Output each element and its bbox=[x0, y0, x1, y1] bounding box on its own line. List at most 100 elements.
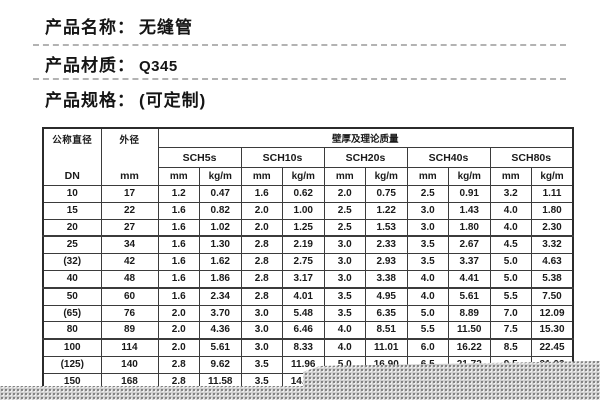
table-row: 20 27 1.6 1.02 2.0 1.25 2.5 1.53 3.0 1.80 4.0 2.30 bbox=[42, 218, 574, 238]
dashed-separator bbox=[33, 78, 566, 80]
table-cell: 2.5 bbox=[323, 218, 366, 238]
table-cell: 34 bbox=[100, 235, 159, 255]
table-cell: 6.46 bbox=[282, 321, 325, 341]
table-cell: 2.0 bbox=[240, 218, 283, 238]
cell-dn: 25 bbox=[42, 235, 102, 255]
table-cell: 5.48 bbox=[282, 304, 325, 323]
table-cell: 1.6 bbox=[157, 201, 200, 220]
table-cell: 89 bbox=[100, 321, 159, 341]
table-cell: 3.0 bbox=[323, 235, 366, 255]
table-cell: 11.50 bbox=[448, 321, 491, 341]
table-cell: 3.5 bbox=[240, 355, 283, 374]
table-cell: 3.5 bbox=[323, 304, 366, 323]
header-outer-diameter: 外径 mm bbox=[100, 127, 159, 186]
cell-dn: 40 bbox=[42, 269, 102, 289]
table-cell: 2.5 bbox=[406, 185, 449, 203]
table-cell: 5.38 bbox=[531, 269, 574, 289]
table-cell: 3.0 bbox=[240, 338, 283, 357]
table-cell: 76 bbox=[100, 304, 159, 323]
table-cell: 22 bbox=[100, 201, 159, 220]
table-row: (32) 42 1.6 1.62 2.8 2.75 3.0 2.93 3.5 3.37 5.0 4.6… bbox=[42, 253, 574, 271]
table-cell: 3.0 bbox=[240, 321, 283, 341]
table-cell: 7.5 bbox=[489, 321, 532, 341]
table-cell: 1.43 bbox=[448, 201, 491, 220]
table-cell: 5.5 bbox=[406, 321, 449, 341]
product-name-value: 无缝管 bbox=[139, 18, 193, 37]
product-material-line: 产品材质： Q345 bbox=[45, 51, 178, 76]
header-outer-diameter-cn: 外径 bbox=[119, 135, 140, 146]
header-outer-diameter-unit: mm bbox=[120, 170, 139, 182]
table-cell: 2.8 bbox=[240, 253, 283, 271]
table-cell: 2.8 bbox=[240, 235, 283, 255]
table-cell: 42 bbox=[100, 253, 159, 271]
table-cell: 4.41 bbox=[448, 269, 491, 289]
table-cell: 4.63 bbox=[531, 253, 574, 271]
table-cell: 5.0 bbox=[489, 253, 532, 271]
table-row: 80 89 2.0 4.36 3.0 6.46 4.0 8.51 5.5 11.50 7.5 15.3… bbox=[42, 321, 574, 341]
table-cell: 3.0 bbox=[406, 201, 449, 220]
header-subcol: mm bbox=[240, 166, 283, 187]
header-nominal-diameter-unit: DN bbox=[64, 170, 80, 182]
table-cell: 4.0 bbox=[323, 338, 366, 357]
header-subcol: mm bbox=[406, 166, 449, 187]
table-cell: 4.01 bbox=[282, 287, 325, 306]
table-cell: 4.0 bbox=[406, 269, 449, 289]
table-cell: 15.30 bbox=[531, 321, 574, 341]
table-cell: 2.5 bbox=[323, 201, 366, 220]
table-cell: 1.6 bbox=[157, 235, 200, 255]
header-nominal-diameter-cn: 公称直径 bbox=[52, 135, 93, 146]
table-cell: 1.86 bbox=[199, 269, 242, 289]
table-cell: 3.5 bbox=[406, 253, 449, 271]
table-cell: 5.61 bbox=[199, 338, 242, 357]
table-cell: 8.33 bbox=[282, 338, 325, 357]
header-subcol: kg/m bbox=[282, 166, 325, 187]
table-cell: 3.70 bbox=[199, 304, 242, 323]
table-cell: 1.80 bbox=[448, 218, 491, 238]
product-name-line: 产品名称： 无缝管 bbox=[45, 13, 193, 38]
header-sch-group: SCH20s bbox=[323, 147, 408, 168]
table-cell: 1.11 bbox=[531, 185, 574, 203]
product-spec-value: (可定制) bbox=[139, 91, 207, 110]
table-cell: 5.61 bbox=[448, 287, 491, 306]
table-cell: 1.2 bbox=[157, 185, 200, 203]
table-cell: 1.80 bbox=[531, 201, 574, 220]
table-cell: 4.0 bbox=[489, 201, 532, 220]
header-subcol: kg/m bbox=[199, 166, 242, 187]
header-sch-group: SCH10s bbox=[240, 147, 325, 168]
table-cell: 2.8 bbox=[157, 355, 200, 374]
table-cell: 0.62 bbox=[282, 185, 325, 203]
table-cell: 4.5 bbox=[489, 235, 532, 255]
table-cell: 0.47 bbox=[199, 185, 242, 203]
table-cell: 3.0 bbox=[240, 304, 283, 323]
table-cell: 48 bbox=[100, 269, 159, 289]
product-material-label: 产品材质： bbox=[45, 56, 135, 75]
table-cell: 2.0 bbox=[157, 304, 200, 323]
dashed-separator bbox=[33, 44, 566, 46]
table-cell: 2.0 bbox=[157, 321, 200, 341]
table-cell: 1.62 bbox=[199, 253, 242, 271]
table-cell: 6.35 bbox=[365, 304, 408, 323]
table-cell: 3.0 bbox=[323, 269, 366, 289]
header-span-title: 壁厚及理论质量 bbox=[157, 127, 574, 149]
table-cell: 4.0 bbox=[406, 287, 449, 306]
table-cell: 3.32 bbox=[531, 235, 574, 255]
table-cell: 2.93 bbox=[365, 253, 408, 271]
table-row: 10 17 1.2 0.47 1.6 0.62 2.0 0.75 2.5 0.91 3.2 1.11 bbox=[42, 185, 574, 203]
table-row: 100 114 2.0 5.61 3.0 8.33 4.0 11.01 6.0 16.22 8.5 2… bbox=[42, 338, 574, 357]
table-cell: 1.53 bbox=[365, 218, 408, 238]
table-cell: 27 bbox=[100, 218, 159, 238]
table-cell: 1.6 bbox=[240, 185, 283, 203]
pipe-spec-table: 公称直径 DN 外径 mm 壁厚及理论质量 SCH5s SCH10s SCH20s S… bbox=[42, 127, 575, 392]
table-cell: 1.22 bbox=[365, 201, 408, 220]
table-cell: 5.0 bbox=[489, 269, 532, 289]
table-row: 25 34 1.6 1.30 2.8 2.19 3.0 2.33 3.5 2.67 4.5 3.32 bbox=[42, 235, 574, 255]
cell-dn: 10 bbox=[42, 185, 102, 203]
table-cell: 3.0 bbox=[406, 218, 449, 238]
cell-dn: 80 bbox=[42, 321, 102, 341]
cell-dn: 20 bbox=[42, 218, 102, 238]
table-cell: 0.75 bbox=[365, 185, 408, 203]
table-cell: 16.22 bbox=[448, 338, 491, 357]
table-cell: 4.95 bbox=[365, 287, 408, 306]
table-cell: 1.30 bbox=[199, 235, 242, 255]
table-cell: 3.37 bbox=[448, 253, 491, 271]
